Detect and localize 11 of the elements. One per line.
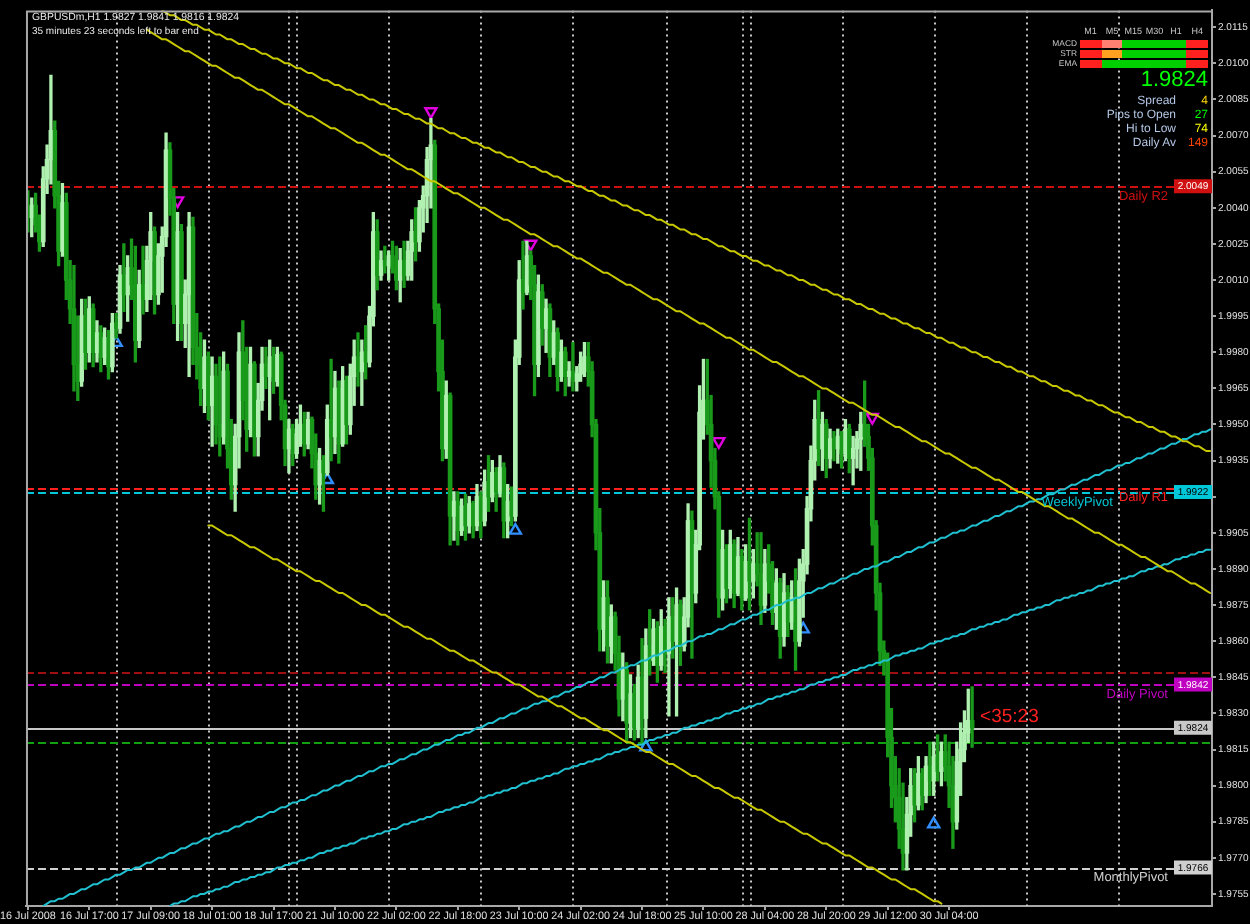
point	[639, 739, 653, 752]
point	[424, 107, 438, 120]
point	[926, 816, 941, 829]
annotation: <35:23	[980, 706, 1039, 729]
point	[523, 239, 538, 252]
point	[712, 436, 726, 449]
point	[170, 196, 185, 209]
annotation: 1.9824	[1140, 68, 1208, 92]
point	[320, 472, 335, 485]
point	[508, 522, 523, 535]
point	[865, 412, 880, 425]
